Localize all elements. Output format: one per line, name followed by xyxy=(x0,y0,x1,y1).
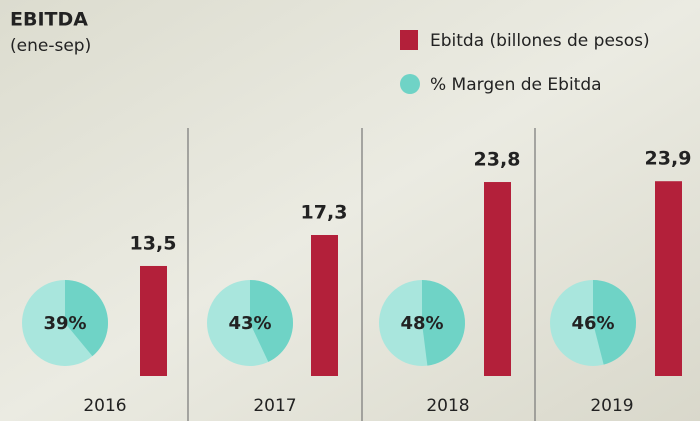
bar xyxy=(655,181,682,376)
pie-wedge xyxy=(250,279,294,362)
chart-subtitle: (ene-sep) xyxy=(10,36,91,56)
legend-swatch xyxy=(400,30,418,50)
legend-swatch xyxy=(400,74,420,94)
bar xyxy=(484,182,511,376)
legend-label: % Margen de Ebitda xyxy=(430,75,602,95)
data-label: 17,3 xyxy=(301,202,348,224)
data-label: 23,9 xyxy=(645,148,692,170)
data-label: 39% xyxy=(43,313,86,334)
data-label: 43% xyxy=(228,313,271,334)
data-label: 13,5 xyxy=(130,232,177,254)
legend-label: Ebitda (billones de pesos) xyxy=(430,31,650,51)
x-tick-label: 2019 xyxy=(590,396,633,416)
x-tick-label: 2017 xyxy=(253,396,296,416)
x-tick-label: 2016 xyxy=(83,396,126,416)
x-tick-label: 2018 xyxy=(426,396,469,416)
pie-wedge xyxy=(422,280,466,366)
chart-title: EBITDA xyxy=(10,9,88,31)
bar xyxy=(311,235,338,376)
data-label: 48% xyxy=(400,313,443,334)
data-label: 23,8 xyxy=(474,149,521,171)
data-label: 46% xyxy=(571,313,614,334)
pie-wedge xyxy=(65,280,109,357)
bar xyxy=(140,265,167,376)
pie-wedge xyxy=(593,280,637,365)
